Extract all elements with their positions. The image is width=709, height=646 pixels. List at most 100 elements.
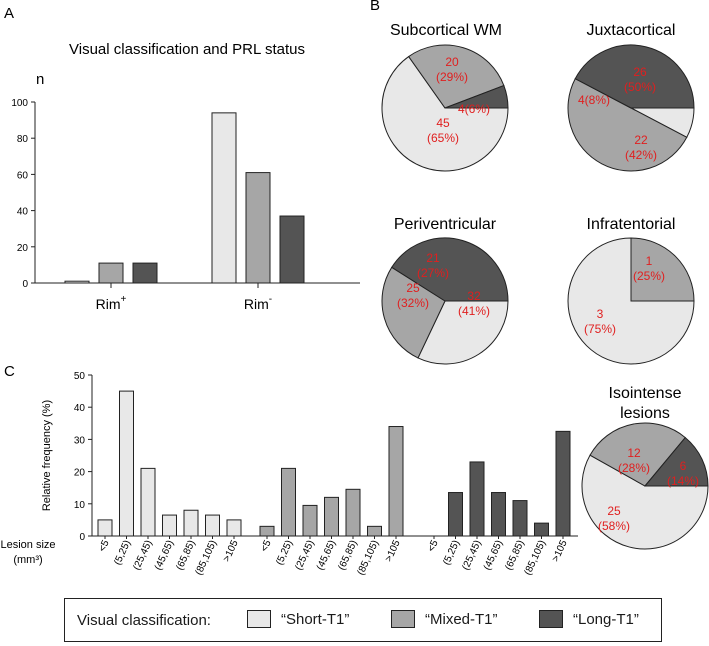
chart-c-xtick-label: (65,85): [336, 539, 359, 572]
pie-subcortical-wm-label-mixed-t1: (29%): [436, 70, 468, 84]
chart-c-xtick-label: (85,105): [194, 539, 220, 577]
bar-long-t1-25-45: [469, 461, 485, 537]
bar-short-t1-25-45: [140, 467, 156, 537]
pie-juxtacortical-label-long-t1: 22: [634, 133, 648, 147]
chart-c-xtick-label: (45,65): [315, 539, 338, 572]
chart-c-xtick-label: <5: [97, 538, 112, 553]
bar-mixed-t1-105: [388, 426, 404, 537]
pie-isointense-slice-mixed-t1: [589, 422, 687, 487]
chart-c-ytick-label: 10: [74, 500, 86, 511]
bar-short-t1-5-25: [119, 390, 134, 537]
bar-short-t1-105: [226, 519, 242, 537]
pie-isointense-slice-long-t1: [643, 436, 709, 487]
panel-b-label: B: [370, 0, 380, 14]
chart-a-ytick-label: 0: [22, 279, 28, 290]
bar-short-t1-5: [97, 519, 113, 537]
bar-rim-minus-short-t1: [211, 112, 237, 284]
chart-c-xtick-label: (65,85): [503, 539, 526, 572]
bar-rim-plus-long-t1: [132, 262, 158, 284]
pie-periventricular-slice-mixed-t1: [381, 266, 446, 359]
bar-long-t1-5-25: [448, 492, 463, 537]
chart-c-xtick-label: (45,65): [482, 539, 505, 572]
pie-subcortical-wm-label-mixed-t1: 20: [445, 55, 459, 69]
chart-c-xtick-label: >105: [383, 538, 403, 563]
chart-c-xtick-label: (65,85): [174, 539, 197, 572]
legend-title: Visual classification:: [77, 612, 211, 629]
chart-a-xtick-label-rim-minus: Rim-: [244, 294, 272, 312]
isointense-title: lesions: [620, 405, 670, 422]
pie-periventricular-label-long-t1: 32: [467, 289, 481, 303]
chart-c-xtick-label: (25,45): [293, 539, 316, 572]
chart-a-title: Visual classification and PRL status: [69, 41, 305, 58]
chart-c-xlabel: Lesion size: [0, 539, 55, 551]
chart-c-xtick-label: <5: [426, 538, 441, 553]
chart-c-xtick-label: (25,45): [131, 539, 154, 572]
pie-periventricular-label-short-t1: 25: [406, 281, 420, 295]
chart-b-pies: Subcortical WM 45(65%) 20(29%) 4(6%) Juxtaco…: [381, 22, 695, 365]
pie-isointense-label-mixed-t1: (28%): [618, 461, 650, 475]
chart-c-ytick-label: 50: [74, 371, 86, 382]
pie-infratentorial-label-short-t1: (75%): [584, 322, 616, 336]
chart-c-xtick-label: (25,45): [460, 539, 483, 572]
pie-infratentorial-label-mixed-t1: (25%): [633, 269, 665, 283]
pie-juxtacortical-slice-mixed-t1: [567, 78, 688, 172]
chart-c-xtick-label: (5,25): [112, 539, 133, 567]
legend-swatch-short-t1: [247, 610, 271, 628]
chart-a-ytick-label: 80: [17, 134, 29, 145]
pie-isointense-label-short-t1: (58%): [598, 519, 630, 533]
pie-subcortical-wm-label-long-t1: 4(6%): [458, 102, 490, 116]
panel-c-label: C: [4, 363, 15, 380]
pie-subcortical-wm-label-short-t1: (65%): [427, 131, 459, 145]
pie-title-juxtacortical: Juxtacortical: [587, 22, 676, 39]
chart-a-ytick-label: 60: [17, 170, 29, 181]
bar-rim-minus-long-t1: [279, 215, 305, 284]
bar-mixed-t1-5-25: [281, 467, 296, 537]
pie-periventricular-label-mixed-t1: 21: [426, 251, 440, 265]
pie-subcortical-wm-label-short-t1: 45: [436, 116, 450, 130]
bar-short-t1-85-105: [205, 514, 220, 537]
legend-label-long-t1: “Long-T1”: [573, 610, 639, 628]
chart-c-ylabel: Relative frequency (%): [41, 400, 53, 511]
bar-long-t1-45-65: [491, 492, 506, 537]
chart-a-ytick-label: 40: [17, 207, 29, 218]
bar-rim-minus-mixed-t1: [245, 172, 271, 284]
bar-mixed-t1-45-65: [324, 496, 339, 537]
pie-juxtacortical-slice-long-t1: [574, 44, 695, 109]
chart-a-ytick-label: 100: [11, 98, 28, 109]
bar-mixed-t1-5: [259, 525, 275, 537]
pie-isointense-label-long-t1: 6: [680, 459, 687, 473]
pie-periventricular-slice-long-t1: [391, 237, 509, 302]
pie-infratentorial-label-mixed-t1: 1: [646, 254, 653, 268]
bar-mixed-t1-65-85: [345, 488, 361, 537]
bar-long-t1-105: [555, 430, 571, 537]
chart-a: Visual classification and PRL status n 0 20…: [11, 41, 360, 312]
pie-juxtacortical-label-short-t1: 4(8%): [578, 93, 610, 107]
chart-c-ytick-label: 0: [79, 532, 85, 543]
bar-long-t1-65-85: [512, 500, 528, 537]
pie-periventricular-slice-short-t1: [417, 300, 509, 365]
legend-item-short-t1: “Short-T1”: [247, 610, 349, 628]
chart-a-ylabel: n: [36, 71, 44, 88]
pie-periventricular-label-mixed-t1: (27%): [417, 266, 449, 280]
pie-title-infratentorial: Infratentorial: [587, 216, 676, 233]
pie-juxtacortical-label-mixed-t1: 26: [633, 65, 647, 79]
pie-periventricular-label-short-t1: (32%): [397, 296, 429, 310]
chart-c-ytick-label: 30: [74, 435, 86, 446]
chart-a-xtick-label-rim-plus: Rim+: [96, 294, 127, 312]
isointense-title: Isointense: [609, 385, 682, 402]
pie-infratentorial-slice-mixed-t1: [630, 237, 695, 302]
chart-c-xtick-label: (85,105): [356, 539, 382, 577]
chart-c-xtick-label: (45,65): [153, 539, 176, 572]
chart-c-xtick-label: >105: [550, 538, 570, 563]
bar-rim-plus-mixed-t1: [98, 262, 124, 284]
legend-item-mixed-t1: “Mixed-T1”: [391, 610, 498, 628]
legend: Visual classification: “Short-T1” “Mixed…: [64, 598, 662, 642]
pie-periventricular-label-long-t1: (41%): [458, 304, 490, 318]
pie-subcortical-wm-slice-mixed-t1: [407, 44, 505, 109]
pie-isointense-label-short-t1: 25: [607, 504, 621, 518]
pie-subcortical-wm-slice-long-t1: [444, 84, 509, 109]
pie-infratentorial-label-short-t1: 3: [597, 307, 604, 321]
chart-c-ytick-label: 40: [74, 403, 86, 414]
bar-mixed-t1-85-105: [367, 525, 382, 537]
